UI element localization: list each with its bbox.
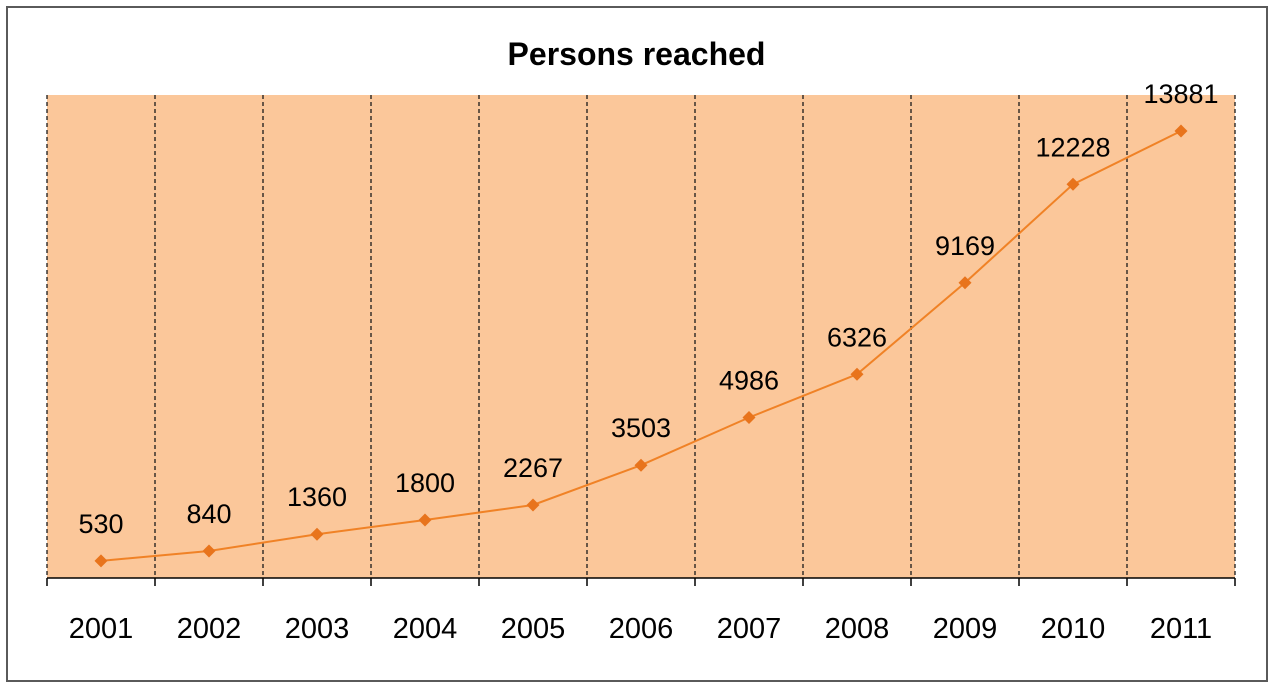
x-tick-label-2008: 2008: [825, 613, 890, 645]
grid-lines: [46, 95, 1236, 578]
x-tick-label-2002: 2002: [177, 613, 242, 645]
x-tick-label-2009: 2009: [933, 613, 998, 645]
data-point-2003: [310, 527, 324, 541]
x-tick-label-2005: 2005: [501, 613, 566, 645]
data-point-2007: [742, 410, 756, 424]
data-point-2002: [202, 544, 216, 558]
x-tick-label-2010: 2010: [1041, 613, 1106, 645]
data-point-2004: [418, 513, 432, 527]
data-label-2010: 12228: [1035, 132, 1110, 162]
data-label-2001: 530: [78, 509, 123, 539]
data-label-2006: 3503: [611, 413, 671, 443]
data-labels: 530 840 1360 1800 2267 3503 4986 6326 9169 12228 1…: [78, 79, 1218, 539]
x-tick-label-2007: 2007: [717, 613, 782, 645]
data-markers: [94, 124, 1188, 568]
x-tick-label-2003: 2003: [285, 613, 350, 645]
x-tick-label-2004: 2004: [393, 613, 458, 645]
data-label-2002: 840: [186, 499, 231, 529]
data-label-2005: 2267: [503, 453, 563, 483]
x-tick-label-2001: 2001: [69, 613, 134, 645]
data-label-2004: 1800: [395, 468, 455, 498]
data-point-2008: [850, 367, 864, 381]
data-label-2008: 6326: [827, 322, 887, 352]
chart-title: Persons reached: [507, 36, 766, 72]
data-point-2011: [1174, 124, 1188, 138]
x-tick-label-2006: 2006: [609, 613, 674, 645]
data-label-2009: 9169: [935, 231, 995, 261]
data-point-2009: [958, 276, 972, 290]
data-label-2007: 4986: [719, 365, 779, 395]
data-point-2006: [634, 458, 648, 472]
data-point-2001: [94, 554, 108, 568]
x-tick-labels: 2001 2002 2003 2004 2005 2006 2007 2008 2009 2010…: [69, 613, 1212, 645]
data-label-2003: 1360: [287, 482, 347, 512]
data-label-2011: 13881: [1143, 79, 1218, 109]
x-axis: [46, 577, 1236, 586]
data-point-2005: [526, 498, 540, 512]
x-tick-label-2011: 2011: [1150, 613, 1212, 645]
data-point-2010: [1066, 177, 1080, 191]
plot-area: [47, 95, 1235, 578]
